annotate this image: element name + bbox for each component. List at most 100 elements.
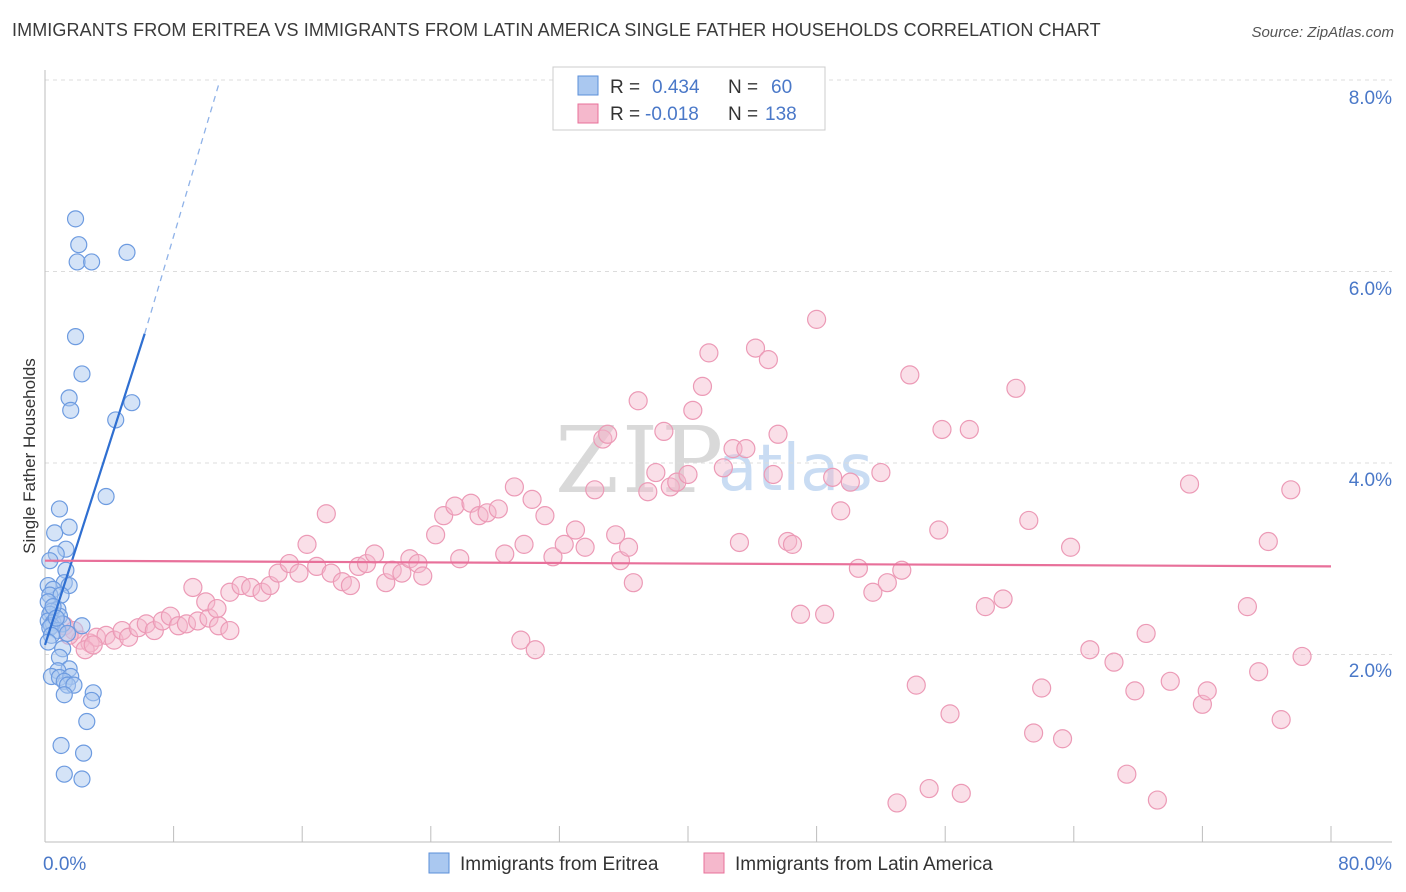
legend-n-label: N =: [728, 77, 758, 98]
chart-title: IMMIGRANTS FROM ERITREA VS IMMIGRANTS FR…: [12, 20, 1101, 40]
data-point-latin-america: [713, 458, 733, 478]
data-point-latin-america: [376, 573, 396, 593]
data-point-eritrea: [60, 518, 78, 536]
watermark-atlas: atlas: [718, 432, 873, 506]
legend-r-label: R =: [610, 104, 640, 125]
data-point-latin-america: [932, 419, 952, 440]
data-point-latin-america: [188, 611, 208, 631]
y-axis-tick-labels: 8.0% 6.0% 4.0% 2.0%: [1349, 88, 1392, 682]
bottom-legend-swatch-pink: [703, 852, 725, 874]
data-point-latin-america: [1032, 678, 1052, 698]
data-point-latin-america: [1024, 723, 1044, 743]
correlation-legend: R = 0.434 N = 60 R = -0.018 N = 138: [552, 66, 826, 131]
data-point-latin-america: [450, 549, 470, 569]
data-point-eritrea: [46, 524, 64, 542]
watermark: ZIP atlas: [555, 407, 873, 514]
bottom-legend-label-latin-america: Immigrants from Latin America: [735, 854, 993, 875]
data-point-latin-america: [477, 503, 497, 523]
data-point-latin-america: [1292, 646, 1312, 667]
data-point-eritrea: [123, 394, 141, 412]
series-latin-america-points: [54, 309, 1312, 813]
y-tick-label: 8.0%: [1349, 88, 1392, 109]
data-point-eritrea: [73, 770, 91, 788]
bottom-legend-swatch-blue: [428, 852, 450, 874]
data-point-latin-america: [1237, 597, 1258, 617]
data-point-latin-america: [252, 582, 272, 602]
data-point-latin-america: [1117, 764, 1137, 784]
data-point-latin-america: [951, 783, 971, 803]
data-point-latin-america: [199, 608, 219, 628]
data-point-latin-america: [392, 563, 412, 583]
data-point-latin-america: [1019, 510, 1039, 531]
data-point-latin-america: [426, 525, 446, 545]
data-point-latin-america: [565, 520, 586, 540]
legend-n-value: 138: [765, 104, 797, 125]
data-point-latin-america: [1080, 640, 1100, 660]
data-point-latin-america: [160, 606, 180, 626]
data-point-latin-america: [1147, 790, 1167, 810]
legend-n-label: N =: [728, 104, 758, 125]
data-point-latin-america: [863, 582, 883, 602]
data-point-latin-america: [408, 553, 428, 574]
data-point-latin-america: [745, 338, 766, 358]
data-point-eritrea: [66, 328, 85, 346]
data-point-latin-america: [356, 553, 377, 574]
data-point-latin-america: [488, 499, 508, 519]
data-point-latin-america: [763, 464, 783, 485]
data-point-latin-america: [906, 675, 926, 695]
data-point-latin-america: [220, 582, 240, 602]
trend-line-eritrea: [43, 333, 146, 646]
watermark-zip: ZIP: [555, 407, 726, 514]
data-point-latin-america: [514, 534, 534, 554]
data-point-latin-america: [699, 343, 719, 363]
bottom-legend-label-eritrea: Immigrants from Eritrea: [460, 854, 659, 875]
data-point-latin-america: [959, 419, 979, 440]
data-point-latin-america: [575, 537, 595, 557]
data-point-eritrea: [73, 617, 91, 635]
trend-line-latin-america: [44, 559, 1332, 568]
data-point-latin-america: [892, 560, 912, 580]
gridlines: [45, 79, 1392, 655]
data-point-latin-america: [316, 504, 336, 524]
data-point-latin-america: [1197, 681, 1217, 701]
y-tick-label: 6.0%: [1349, 279, 1392, 300]
data-point-latin-america: [1258, 531, 1278, 552]
trend-lines: [43, 84, 1332, 646]
series-eritrea-points: [39, 210, 141, 788]
data-point-latin-america: [176, 614, 197, 634]
data-point-latin-america: [919, 778, 939, 799]
data-point-eritrea: [55, 686, 73, 704]
data-point-latin-america: [220, 620, 240, 641]
data-point-latin-america: [975, 597, 995, 617]
data-point-eritrea: [52, 736, 70, 755]
y-tick-label: 4.0%: [1349, 470, 1392, 491]
data-point-eritrea: [68, 253, 86, 271]
data-point-latin-america: [209, 616, 229, 636]
data-point-latin-america: [525, 640, 545, 660]
data-point-latin-america: [231, 575, 251, 596]
y-tick-label: 2.0%: [1349, 661, 1392, 682]
data-point-latin-america: [554, 534, 574, 554]
data-point-latin-america: [1125, 681, 1145, 701]
data-point-latin-america: [848, 558, 868, 578]
legend-r-value: -0.018: [645, 104, 699, 125]
data-point-latin-america: [929, 520, 949, 540]
data-point-latin-america: [815, 604, 835, 624]
series-legend: Immigrants from Eritrea Immigrants from …: [428, 852, 993, 875]
legend-n-value: 60: [771, 77, 792, 98]
data-point-latin-america: [598, 424, 618, 444]
data-point-latin-america: [628, 391, 648, 411]
legend-r-label: R =: [610, 77, 640, 98]
data-point-latin-america: [782, 534, 803, 554]
legend-r-value: 0.434: [652, 77, 700, 98]
data-point-latin-america: [768, 424, 788, 444]
data-point-latin-america: [196, 592, 216, 612]
y-axis-label: Single Father Households: [20, 358, 39, 554]
data-point-latin-america: [1060, 537, 1081, 557]
data-point-latin-america: [495, 544, 515, 564]
data-point-latin-america: [340, 575, 361, 596]
data-point-latin-america: [1160, 671, 1180, 691]
data-point-latin-america: [758, 349, 778, 370]
data-point-latin-america: [585, 480, 605, 500]
data-point-latin-america: [806, 309, 827, 329]
